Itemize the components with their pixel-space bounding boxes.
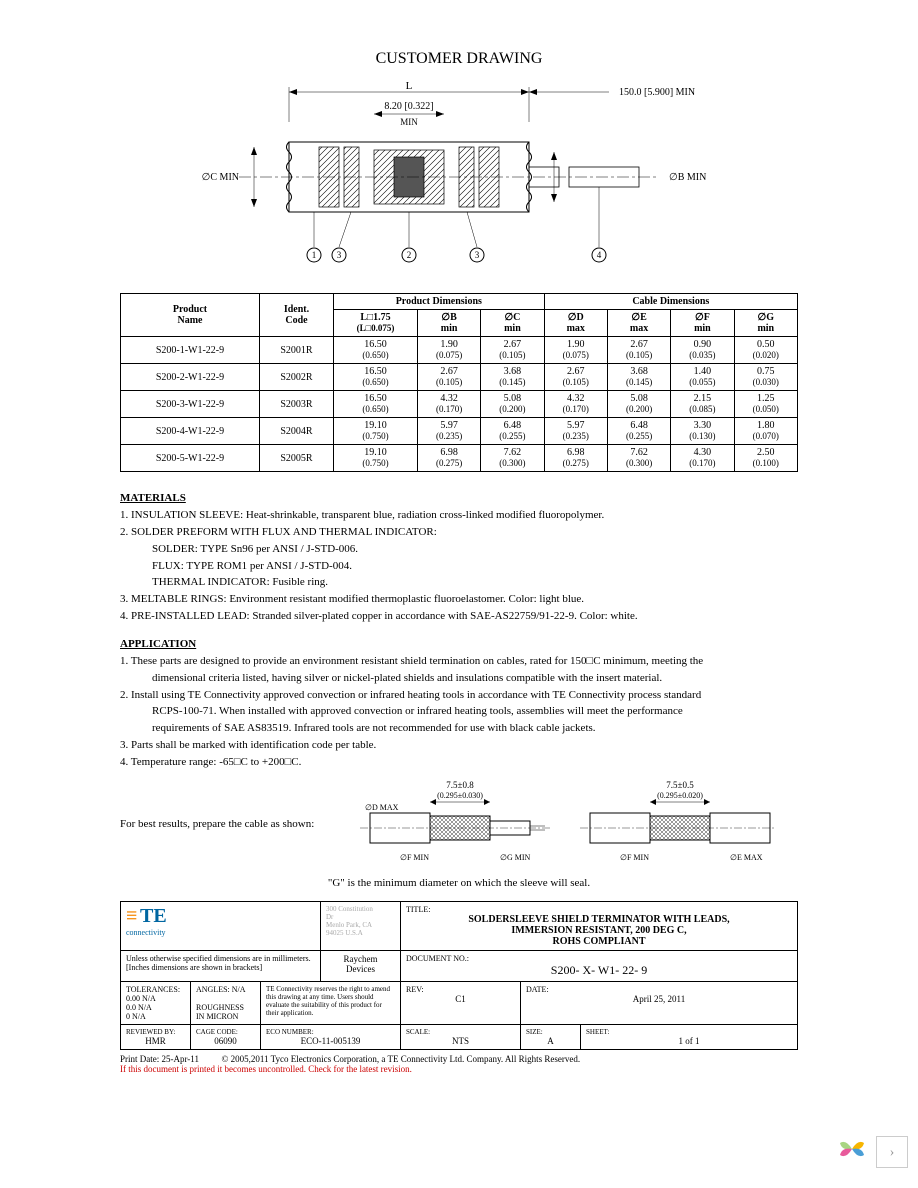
svg-text:3: 3 <box>337 250 342 260</box>
footer-red: If this document is printed it becomes u… <box>120 1064 412 1074</box>
tb-scale-label: SCALE: <box>406 1028 515 1036</box>
svg-text:1: 1 <box>312 250 317 260</box>
app-line: requirements of SAE AS83519. Infrared to… <box>120 721 798 736</box>
app-line: RCPS-100-71. When installed with approve… <box>120 704 798 719</box>
flower-icon <box>836 1133 868 1168</box>
dimensions-table: Product Name Ident. Code Product Dimensi… <box>120 293 798 472</box>
dim-L: L <box>406 80 413 92</box>
footer: Print Date: 25-Apr-11 © 2005,2011 Tyco E… <box>120 1054 798 1074</box>
tb-title-label: TITLE: <box>406 905 792 914</box>
tb-docno-label: DOCUMENT NO.: <box>406 954 792 963</box>
app-line: 2. Install using TE Connectivity approve… <box>120 688 798 703</box>
th-product-name: Product Name <box>121 294 260 337</box>
tb-rev: C1 <box>406 994 515 1004</box>
th-D: ∅D max <box>544 310 607 337</box>
tb-size-label: SIZE: <box>526 1028 575 1036</box>
tb-date-label: DATE: <box>526 985 792 994</box>
next-page-button[interactable]: › <box>876 1136 908 1168</box>
svg-text:2: 2 <box>407 250 412 260</box>
th-E: ∅E max <box>607 310 670 337</box>
dim-mid: 8.20 [0.322] <box>384 101 433 112</box>
te-conn: connectivity <box>126 928 315 937</box>
tb-reviewed-label: REVIEWED BY: <box>126 1028 185 1036</box>
dim-B: ∅B MIN <box>669 172 706 183</box>
tb-eco-label: ECO NUMBER: <box>266 1028 395 1036</box>
tb-sheet: 1 of 1 <box>586 1036 792 1046</box>
te-logo: ≡ TE <box>126 905 315 928</box>
svg-text:3: 3 <box>475 250 480 260</box>
mat-line: THERMAL INDICATOR: Fusible ring. <box>120 575 798 590</box>
svg-text:7.5±0.5: 7.5±0.5 <box>666 780 694 790</box>
application-body: 1. These parts are designed to provide a… <box>120 654 798 871</box>
app-line: 4. Temperature range: -65□C to +200□C. <box>120 755 798 770</box>
tb-reserve: TE Connectivity reserves the right to am… <box>261 982 401 1024</box>
tb-title: SOLDERSLEEVE SHIELD TERMINATOR WITH LEAD… <box>406 914 792 947</box>
svg-text:7.5±0.8: 7.5±0.8 <box>446 780 474 790</box>
table-row: S200-5-W1-22-9S2005R19.10(0.750)6.98(0.2… <box>121 445 798 472</box>
table-row: S200-4-W1-22-9S2004R19.10(0.750)5.97(0.2… <box>121 418 798 445</box>
table-row: S200-1-W1-22-9S2001R16.50(0.650)1.90(0.0… <box>121 337 798 364</box>
svg-text:∅F MIN: ∅F MIN <box>400 853 429 862</box>
th-cable-dims: Cable Dimensions <box>544 294 797 310</box>
prep-drawings: 7.5±0.8 (0.295±0.030) ∅D MAX ∅F MIN ∅G M… <box>360 778 780 871</box>
dim-lead: 150.0 [5.900] MIN <box>619 87 695 98</box>
svg-text:∅G MIN: ∅G MIN <box>500 853 531 862</box>
title-block: ≡ TE connectivity 300 ConstitutionDrMenl… <box>120 901 798 1050</box>
app-line: 3. Parts shall be marked with identifica… <box>120 738 798 753</box>
th-product-dims: Product Dimensions <box>334 294 545 310</box>
mat-line: 1. INSULATION SLEEVE: Heat-shrinkable, t… <box>120 508 798 523</box>
tb-eco: ECO-11-005139 <box>266 1036 395 1046</box>
svg-text:(0.295±0.030): (0.295±0.030) <box>437 791 483 800</box>
materials-body: 1. INSULATION SLEEVE: Heat-shrinkable, t… <box>120 508 798 624</box>
mat-line: 3. MELTABLE RINGS: Environment resistant… <box>120 592 798 607</box>
materials-title: MATERIALS <box>120 492 798 504</box>
tb-rev-label: REV: <box>406 985 515 994</box>
table-row: S200-3-W1-22-9S2003R16.50(0.650)4.32(0.1… <box>121 391 798 418</box>
tb-angles: ANGLES: N/AROUGHNESS IN MICRON <box>191 982 261 1024</box>
footer-print: Print Date: 25-Apr-11 <box>120 1054 199 1064</box>
svg-text:4: 4 <box>597 250 602 260</box>
tb-cage-label: CAGE CODE: <box>196 1028 255 1036</box>
app-line: 1. These parts are designed to provide a… <box>120 654 798 669</box>
main-drawing: L 150.0 [5.900] MIN 8.20 [0.322] MIN ∅C … <box>120 72 798 285</box>
th-ident-code: Ident. Code <box>259 294 333 337</box>
seal-note: "G" is the minimum diameter on which the… <box>120 877 798 889</box>
tb-raychem: Raychem Devices <box>321 951 401 981</box>
tb-addr: 300 ConstitutionDrMenlo Park, CA94025 U.… <box>321 902 401 950</box>
svg-text:(0.295±0.020): (0.295±0.020) <box>657 791 703 800</box>
th-B: ∅B min <box>417 310 480 337</box>
th-C: ∅C min <box>481 310 544 337</box>
tb-unless: Unless otherwise specified dimensions ar… <box>121 951 321 981</box>
footer-copy: © 2005,2011 Tyco Electronics Corporation… <box>221 1054 580 1064</box>
th-G: ∅G min <box>734 310 797 337</box>
tb-tol: TOLERANCES:0.00 N/A 0.0 N/A 0 N/A <box>121 982 191 1024</box>
mat-line: SOLDER: TYPE Sn96 per ANSI / J-STD-006. <box>120 542 798 557</box>
svg-text:∅E MAX: ∅E MAX <box>730 853 763 862</box>
table-row: S200-2-W1-22-9S2002R16.50(0.650)2.67(0.1… <box>121 364 798 391</box>
application-title: APPLICATION <box>120 638 798 650</box>
tb-size: A <box>526 1036 575 1046</box>
page: CUSTOMER DRAWING L 150.0 [5.900] MIN 8.2… <box>0 0 918 1094</box>
drawing-title: CUSTOMER DRAWING <box>120 50 798 68</box>
tb-sheet-label: SHEET: <box>586 1028 792 1036</box>
svg-text:∅D MAX: ∅D MAX <box>365 803 399 812</box>
app-line: dimensional criteria listed, having silv… <box>120 671 798 686</box>
tb-reviewed: HMR <box>126 1036 185 1046</box>
mat-line: FLUX: TYPE ROM1 per ANSI / J-STD-004. <box>120 559 798 574</box>
tb-scale: NTS <box>406 1036 515 1046</box>
dim-mid-sub: MIN <box>400 117 418 127</box>
dim-C: ∅C MIN <box>202 172 239 183</box>
tb-cage: 06090 <box>196 1036 255 1046</box>
mat-line: 4. PRE-INSTALLED LEAD: Stranded silver-p… <box>120 609 798 624</box>
th-F: ∅F min <box>671 310 734 337</box>
tb-docno: S200- X- W1- 22- 9 <box>406 963 792 978</box>
tb-date: April 25, 2011 <box>526 994 792 1004</box>
prep-note: For best results, prepare the cable as s… <box>120 817 360 832</box>
th-L: L□1.75(L□0.075) <box>334 310 418 337</box>
mat-line: 2. SOLDER PREFORM WITH FLUX AND THERMAL … <box>120 525 798 540</box>
svg-text:∅F MIN: ∅F MIN <box>620 853 649 862</box>
